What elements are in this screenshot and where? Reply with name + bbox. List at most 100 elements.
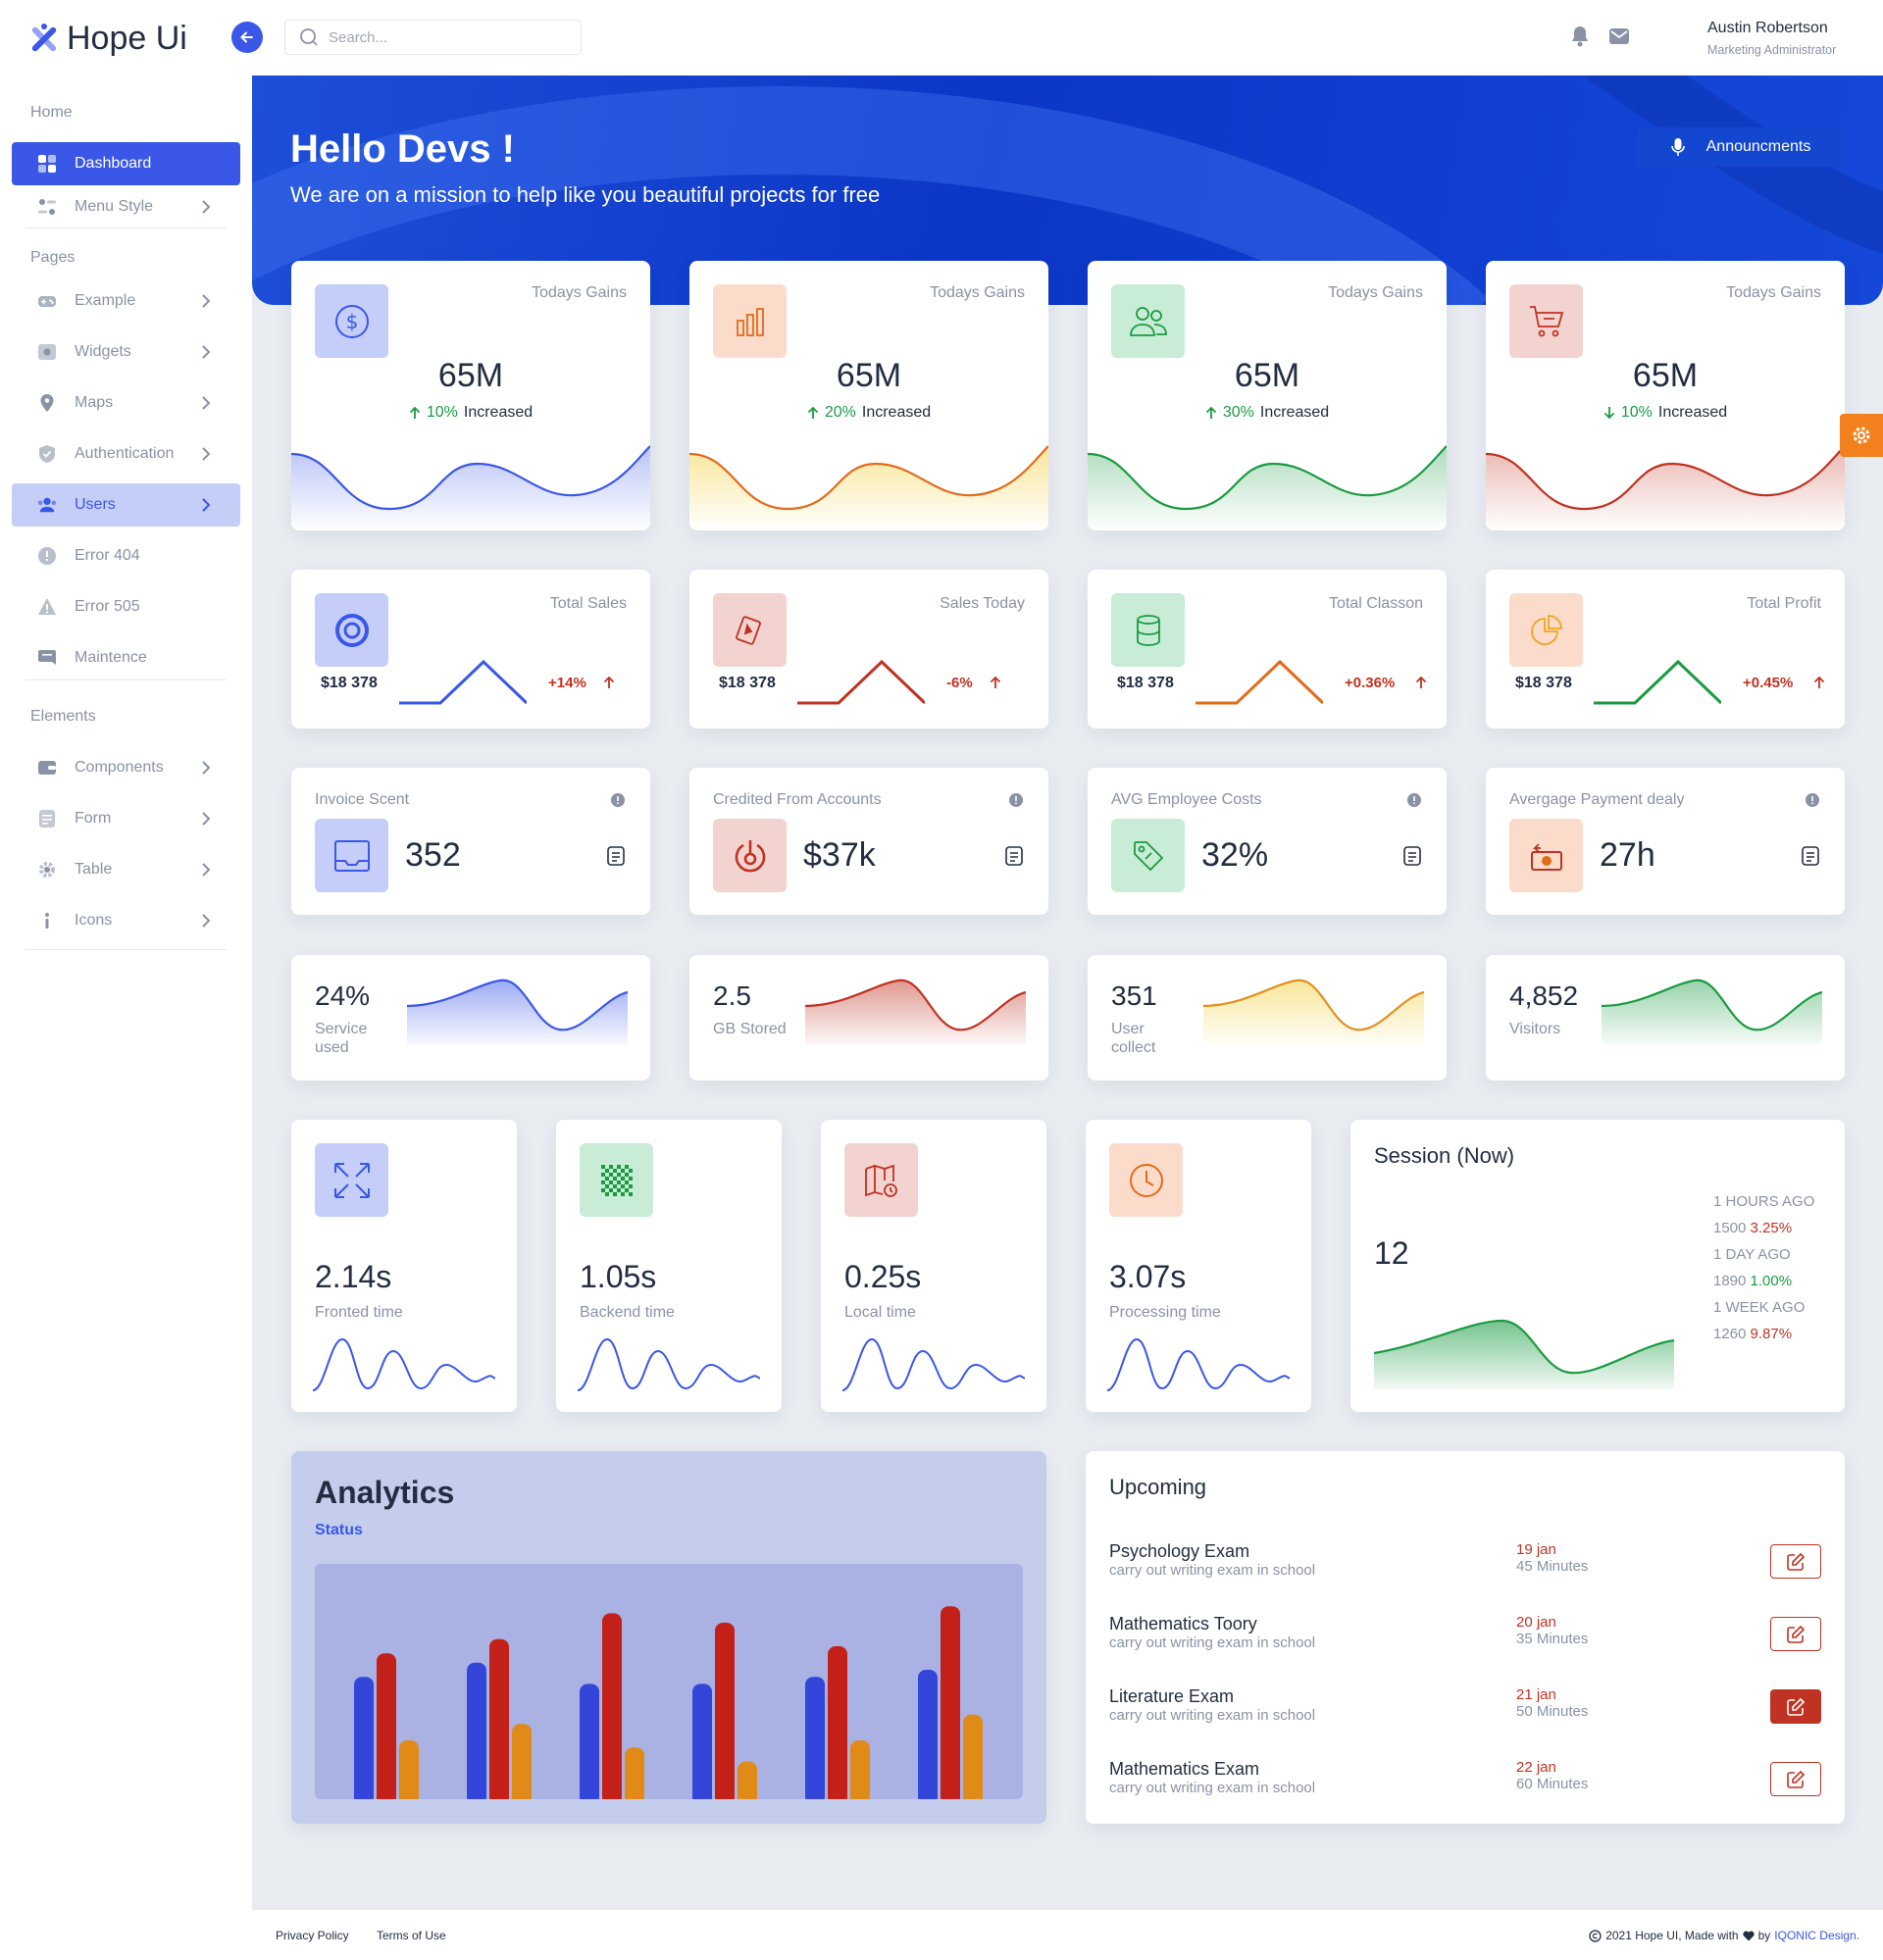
- cards-icon: [735, 615, 761, 645]
- edit-icon: [1787, 1697, 1806, 1716]
- sidebar-divider: [25, 227, 227, 228]
- time-label: Fronted time: [315, 1304, 403, 1321]
- sidebar-item-icons[interactable]: Icons: [12, 899, 240, 942]
- sidebar-item-error-505[interactable]: Error 505: [12, 585, 240, 628]
- mail-icon[interactable]: [1608, 27, 1630, 45]
- chart-bar: [918, 1670, 938, 1799]
- sales-value: $18 378: [321, 675, 378, 691]
- sidebar-item-maintence[interactable]: Maintence: [12, 636, 240, 679]
- metric-value: 27h: [1600, 836, 1655, 874]
- exam-date: 22 jan: [1516, 1759, 1556, 1776]
- list-item: Mathematics Exam carry out writing exam …: [1109, 1759, 1315, 1796]
- edit-button[interactable]: [1770, 1762, 1821, 1796]
- sales-card: Total Sales $18 378 +14%: [291, 570, 650, 729]
- time-icon-box: [844, 1143, 918, 1217]
- info-circle-icon[interactable]: [1407, 793, 1421, 807]
- document-icon[interactable]: [607, 846, 625, 866]
- analytics-title: Analytics: [315, 1475, 455, 1510]
- gains-label: Todays Gains: [532, 284, 627, 301]
- exam-subtitle: carry out writing exam in school: [1109, 1780, 1316, 1796]
- iqonic-link[interactable]: IQONIC Design.: [1774, 1929, 1859, 1942]
- terms-link[interactable]: Terms of Use: [377, 1929, 446, 1942]
- section-pages: Pages: [30, 249, 76, 266]
- sidebar-divider: [25, 949, 227, 950]
- sidebar-item-widgets[interactable]: Widgets: [12, 330, 240, 374]
- sidebar-item-dashboard[interactable]: Dashboard: [12, 142, 240, 185]
- sidebar-item-maps[interactable]: Maps: [12, 381, 240, 425]
- sidebar-item-table[interactable]: Table: [12, 848, 240, 891]
- session-row-count: 1890: [1713, 1273, 1747, 1289]
- privacy-policy-link[interactable]: Privacy Policy: [276, 1929, 349, 1942]
- search-box[interactable]: [284, 20, 582, 55]
- user-name[interactable]: Austin Robertson: [1707, 20, 1828, 36]
- sales-label: Total Classon: [1328, 595, 1423, 612]
- sales-card: Total Profit $18 378 +0.45%: [1486, 570, 1845, 729]
- shield-icon: [37, 444, 57, 464]
- document-icon[interactable]: [1005, 846, 1023, 866]
- time-wave-chart: [1107, 1337, 1290, 1391]
- session-card: Session (Now) 12 1 HOURS AGO 1500 3.25% …: [1350, 1120, 1845, 1412]
- chart-bar: [580, 1684, 599, 1799]
- gains-value: 65M: [437, 357, 504, 394]
- metric-value: 352: [405, 836, 461, 874]
- bar-chart-icon: [736, 307, 764, 336]
- sales-percent: +14%: [548, 675, 586, 691]
- database-icon: [1136, 614, 1160, 646]
- info-circle-icon[interactable]: [1806, 793, 1819, 807]
- announcements-button[interactable]: Announcments: [1638, 127, 1844, 167]
- time-value: 2.14s: [315, 1259, 392, 1294]
- microphone-icon: [1670, 138, 1685, 156]
- settings-button[interactable]: [1840, 414, 1883, 457]
- bell-icon[interactable]: [1570, 25, 1590, 47]
- session-row-percent: 1.00%: [1750, 1273, 1793, 1289]
- sidebar-item-authentication[interactable]: Authentication: [12, 432, 240, 476]
- edit-button[interactable]: [1770, 1689, 1821, 1724]
- sidebar-item-menu-style[interactable]: Menu Style: [12, 185, 240, 228]
- user-role: Marketing Administrator: [1707, 43, 1837, 57]
- sales-icon-box: [1111, 593, 1185, 667]
- chart-bar: [715, 1623, 735, 1799]
- time-icon-box: [580, 1143, 653, 1217]
- exam-subtitle: carry out writing exam in school: [1109, 1707, 1316, 1724]
- sidebar-item-label: Maps: [75, 394, 114, 411]
- gains-value: 65M: [1632, 357, 1699, 394]
- edit-button[interactable]: [1770, 1544, 1821, 1579]
- chart-bar: [850, 1740, 870, 1799]
- sales-label: Total Profit: [1747, 595, 1821, 612]
- info-circle-icon[interactable]: [1009, 793, 1023, 807]
- sidebar-item-example[interactable]: Example: [12, 279, 240, 323]
- time-card: 2.14s Fronted time: [291, 1120, 517, 1412]
- logo[interactable]: Hope Ui: [27, 20, 187, 58]
- collapse-sidebar-button[interactable]: [231, 22, 263, 53]
- announcements-label: Announcments: [1705, 138, 1811, 155]
- arrow-down-icon: [1603, 407, 1614, 420]
- time-wave-chart: [842, 1337, 1025, 1391]
- sidebar-item-label: Icons: [75, 912, 113, 929]
- search-input[interactable]: [329, 28, 564, 46]
- metric-icon-box: [315, 819, 388, 892]
- sidebar-item-form[interactable]: Form: [12, 797, 240, 840]
- money-icon: [1530, 842, 1562, 871]
- exam-date: 19 jan: [1516, 1541, 1556, 1558]
- info-circle-icon[interactable]: [611, 793, 625, 807]
- chevron-right-icon: [202, 396, 211, 410]
- exam-subtitle: carry out writing exam in school: [1109, 1562, 1316, 1579]
- info-icon: [37, 911, 57, 930]
- sidebar: Hope Ui Home Dashboard Menu Style Pages …: [0, 0, 252, 1960]
- sidebar-item-error-404[interactable]: Error 404: [12, 534, 240, 578]
- time-label: Backend time: [580, 1304, 675, 1321]
- edit-button[interactable]: [1770, 1617, 1821, 1651]
- list-item: Psychology Exam carry out writing exam i…: [1109, 1541, 1315, 1579]
- chart-bar: [354, 1677, 374, 1799]
- document-icon[interactable]: [1802, 846, 1819, 866]
- sidebar-item-users[interactable]: Users: [12, 483, 240, 527]
- sidebar-item-components[interactable]: Components: [12, 746, 240, 789]
- analytics-subtitle: Status: [315, 1522, 363, 1538]
- footer-copyright: 2021 Hope UI, Made with: [1605, 1929, 1739, 1942]
- sidebar-item-label: Menu Style: [75, 198, 154, 215]
- clock-icon: [1129, 1163, 1163, 1197]
- stat-card: 2.5 GB Stored: [689, 955, 1048, 1081]
- document-icon[interactable]: [1403, 846, 1421, 866]
- session-value: 12: [1374, 1235, 1409, 1271]
- metric-label: Credited From Accounts: [713, 791, 882, 808]
